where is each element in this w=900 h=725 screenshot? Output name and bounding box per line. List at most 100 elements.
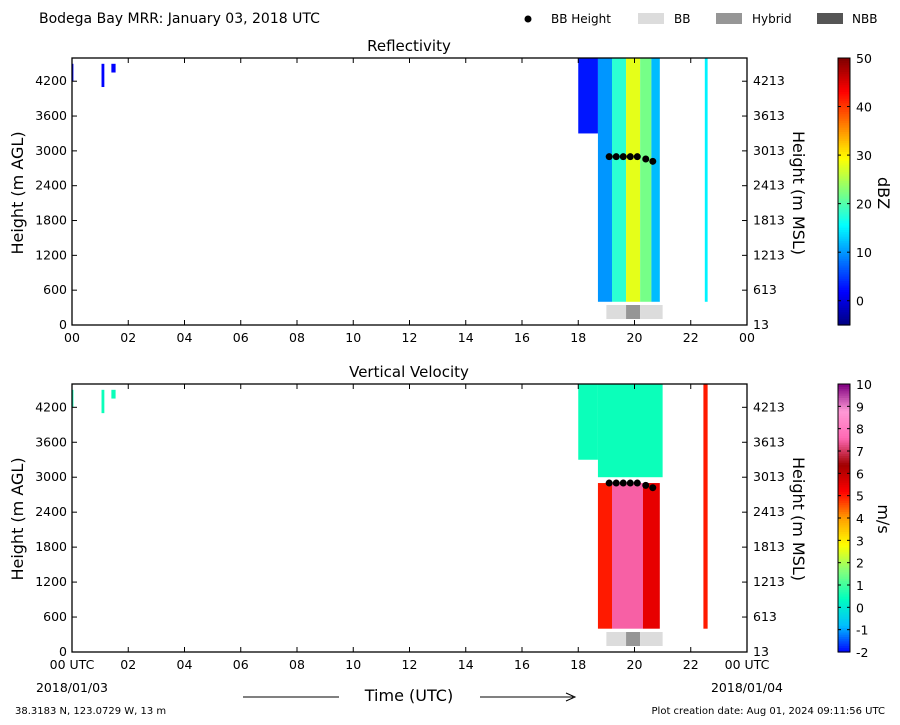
reflectivity-colorbar-step — [838, 273, 850, 277]
reflectivity-colorbar-step — [838, 149, 850, 153]
reflectivity-colorbar-step — [838, 58, 850, 61]
vertical-velocity-colorbar-step — [838, 495, 850, 499]
reflectivity-colorbar: 0 10 20 30 40 50 — [837, 51, 872, 326]
vertical-velocity-colorbar-step — [838, 388, 850, 392]
reflectivity-x-tick-label: 18 — [570, 330, 586, 345]
reflectivity-colorbar-step — [838, 269, 850, 273]
legend-bb-height-marker — [524, 15, 532, 23]
vertical-velocity-colorbar-step — [838, 524, 850, 528]
vertical-velocity-colorbar-step — [838, 618, 850, 622]
legend-nbb-swatch — [817, 13, 843, 24]
reflectivity-colorbar-step — [838, 151, 850, 155]
vertical-velocity-colorbar-step — [838, 408, 850, 412]
vertical-velocity-colorbar-step — [838, 462, 850, 465]
vertical-velocity-colorbar-step — [838, 598, 850, 602]
reflectivity-colorbar-step — [838, 180, 850, 184]
vertical-velocity-colorbar-step — [838, 634, 850, 637]
vertical-velocity-colorbar-step — [838, 511, 850, 515]
vertical-velocity-colorbar-step — [838, 562, 850, 566]
vertical-velocity-colorbar-step — [838, 553, 850, 557]
vertical-velocity-colorbar-step — [838, 455, 850, 459]
vertical-velocity-colorbar-step — [838, 551, 850, 555]
reflectivity-y-tick-label-right: 1213 — [753, 247, 785, 262]
reflectivity-colorbar-step — [838, 307, 850, 311]
time-arrow-head — [565, 692, 577, 702]
vertical-velocity-colorbar-step — [838, 576, 850, 579]
vertical-velocity-colorbar-step — [838, 515, 850, 519]
reflectivity-bb-height-point — [612, 153, 620, 161]
vertical-velocity-colorbar-step — [838, 401, 850, 405]
vertical-velocity-colorbar-step — [838, 439, 850, 443]
vertical-velocity-colorbar-step — [838, 616, 850, 620]
reflectivity-colorbar-step — [838, 167, 850, 170]
reflectivity-colorbar-step — [838, 224, 850, 228]
reflectivity-colorbar-step — [838, 115, 850, 119]
reflectivity-echo-region — [704, 58, 708, 302]
vertical-velocity-colorbar-step — [838, 491, 850, 495]
reflectivity-bb-height-point — [619, 153, 627, 161]
vertical-velocity-title: Vertical Velocity — [349, 363, 469, 381]
vertical-velocity-colorbar-step — [838, 488, 850, 492]
vertical-velocity-colorbar-step — [838, 609, 850, 613]
vertical-velocity-colorbar-step — [838, 451, 850, 454]
vertical-velocity-colorbar-step — [838, 607, 850, 611]
reflectivity-colorbar-step — [838, 155, 850, 159]
reflectivity-colorbar-frame — [837, 57, 851, 326]
reflectivity-colorbar-step — [838, 267, 850, 270]
reflectivity-colorbar-step — [838, 153, 850, 157]
reflectivity-echo-region — [640, 58, 652, 302]
vertical-velocity-colorbar-step — [838, 424, 850, 428]
reflectivity-colorbar-step — [838, 106, 850, 110]
vertical-velocity-colorbar-step — [838, 529, 850, 532]
vertical-velocity-bb-class-segment — [606, 632, 627, 646]
reflectivity-colorbar-step — [838, 240, 850, 244]
reflectivity-colorbar-step — [838, 249, 850, 253]
reflectivity-colorbar-step — [838, 313, 850, 317]
vertical-velocity-colorbar-step — [838, 399, 850, 403]
reflectivity-colorbar-step — [838, 191, 850, 195]
vertical-velocity-colorbar-step — [838, 558, 850, 562]
vertical-velocity-colorbar-step — [838, 582, 850, 586]
vertical-velocity-colorbar-step — [838, 475, 850, 479]
reflectivity-bb-height-point — [605, 153, 613, 161]
vertical-velocity-colorbar-step — [838, 392, 850, 396]
vertical-velocity-colorbar-tick-label: 2 — [856, 556, 864, 571]
reflectivity-colorbar-step — [838, 258, 850, 262]
reflectivity-colorbar-step — [838, 144, 850, 148]
vertical-velocity-colorbar-step — [838, 571, 850, 575]
vertical-velocity-x-tick-label: 18 — [570, 657, 586, 672]
vertical-velocity-colorbar-step — [838, 513, 850, 517]
reflectivity-colorbar-step — [838, 287, 850, 290]
vertical-velocity-colorbar-tick-label: 1 — [856, 578, 864, 593]
station-location: 38.3183 N, 123.0729 W, 13 m — [15, 706, 166, 717]
reflectivity-colorbar-step — [838, 111, 850, 115]
reflectivity-y-tick-label-right: 613 — [753, 282, 777, 297]
reflectivity-colorbar-step — [838, 298, 850, 302]
reflectivity-colorbar-step — [838, 175, 850, 179]
vertical-velocity-colorbar-step — [838, 426, 850, 430]
vertical-velocity-bb-class-segment — [640, 632, 663, 646]
reflectivity-colorbar-tick-label: 20 — [856, 197, 872, 212]
vertical-velocity-colorbar-step — [838, 589, 850, 593]
reflectivity-colorbar-step — [838, 253, 850, 257]
reflectivity-colorbar-step — [838, 62, 850, 66]
reflectivity-colorbar-step — [838, 322, 850, 326]
vertical-velocity-echo-region — [612, 483, 643, 629]
vertical-velocity-colorbar-tick-label: -1 — [856, 623, 868, 638]
header-legend: BB Height BB Hybrid NBB — [524, 12, 877, 26]
vertical-velocity-x-tick-label: 14 — [458, 657, 474, 672]
reflectivity-colorbar-step — [838, 289, 850, 293]
vertical-velocity-y-tick-label-right: 4213 — [753, 399, 785, 414]
vertical-velocity-bb-height-point — [626, 479, 634, 487]
reflectivity-bb-height-point — [626, 153, 634, 161]
vertical-velocity-colorbar-step — [838, 433, 850, 436]
reflectivity-colorbar-step — [838, 69, 850, 72]
reflectivity-colorbar-step — [838, 89, 850, 92]
vertical-velocity-y-tick-label-right: 13 — [753, 644, 769, 659]
vertical-velocity-colorbar-step — [838, 500, 850, 503]
reflectivity-colorbar-step — [838, 135, 850, 139]
reflectivity-colorbar-step — [838, 262, 850, 266]
